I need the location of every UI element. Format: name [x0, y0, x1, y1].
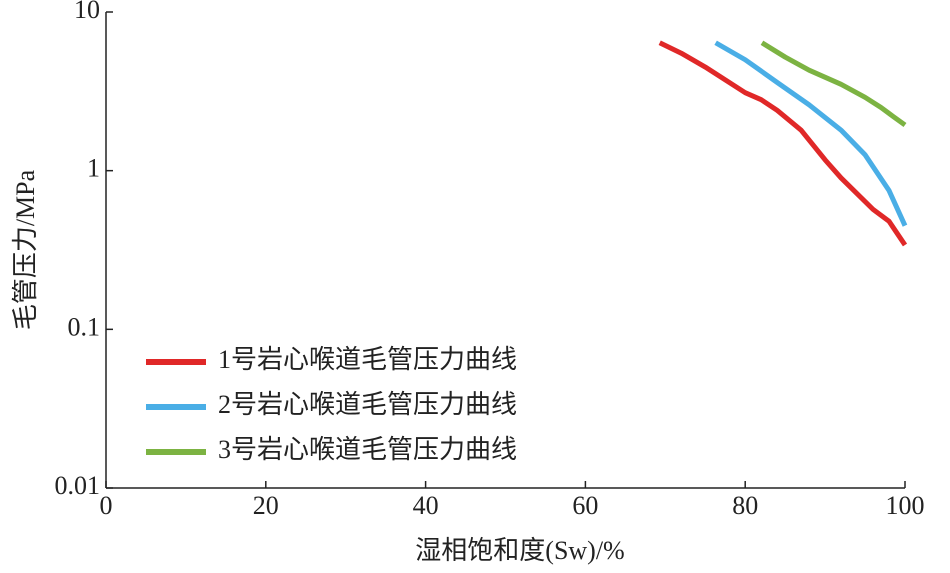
- y-tick-label: 10: [74, 0, 100, 24]
- series-line: [658, 40, 908, 247]
- y-tick-label: 0.01: [55, 471, 101, 500]
- series-line: [760, 40, 907, 128]
- legend-label: 2号岩心喉道毛管压力曲线: [218, 390, 517, 419]
- x-tick-label: 20: [253, 491, 279, 520]
- x-tick-label: 0: [100, 491, 113, 520]
- x-tick-label: 100: [886, 491, 925, 520]
- legend-label: 1号岩心喉道毛管压力曲线: [218, 345, 517, 374]
- x-tick-label: 60: [572, 491, 598, 520]
- y-axis-label: 毛管压力/MPa: [11, 169, 40, 330]
- legend-label: 3号岩心喉道毛管压力曲线: [218, 435, 517, 464]
- x-tick-label: 80: [732, 491, 758, 520]
- x-tick-label: 40: [413, 491, 439, 520]
- x-axis-label: 湿相饱和度(Sw)/%: [415, 536, 624, 565]
- y-tick-label: 1: [87, 154, 100, 183]
- y-tick-label: 0.1: [68, 312, 101, 341]
- series-line: [714, 40, 908, 227]
